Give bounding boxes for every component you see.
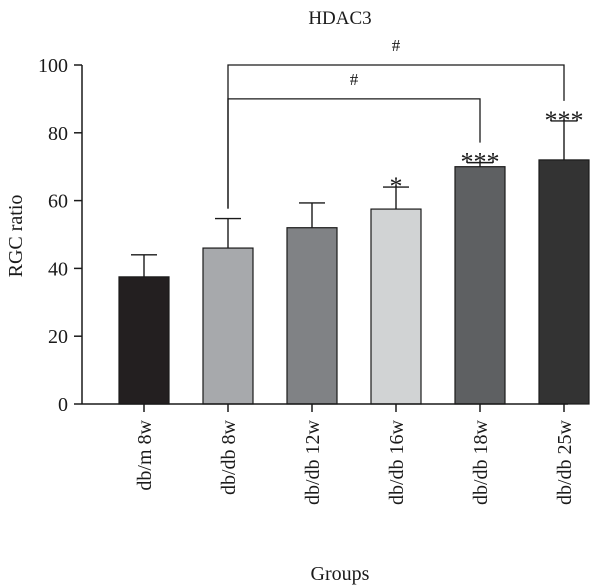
x-tick-label: db/db 25w [554, 419, 576, 505]
significance-label-4: * [390, 172, 403, 201]
x-axis-label: Groups [311, 563, 370, 585]
chart-title: HDAC3 [308, 8, 371, 29]
y-tick-label: 40 [48, 258, 68, 280]
bar-1 [118, 276, 170, 405]
x-tick-label: db/db 12w [302, 419, 324, 505]
bars [118, 159, 590, 405]
bar-2 [202, 247, 254, 405]
x-tick-label: db/db 16w [386, 419, 408, 505]
x-axis: db/m 8w db/db 8w db/db 12w db/db 16w db/db 1… [82, 403, 576, 505]
y-axis-label: RGC ratio [5, 195, 27, 278]
bracket-label-2: # [392, 36, 401, 55]
x-tick-label: db/m 8w [134, 419, 156, 490]
bar-6 [538, 159, 590, 405]
bar-annotations: ******* [390, 106, 584, 201]
bracket-label-1: # [350, 70, 359, 89]
x-tick-label: db/db 18w [470, 419, 492, 505]
y-tick-label: 20 [48, 326, 68, 348]
y-tick-label: 60 [48, 191, 68, 213]
y-axis: 0 20 40 60 80 100 [38, 55, 83, 416]
significance-label-6: *** [545, 106, 584, 135]
y-tick-label: 80 [48, 123, 68, 145]
bracket-2 [227, 64, 565, 209]
significance-brackets: ## [227, 36, 565, 209]
bar-3 [286, 227, 338, 405]
x-tick-label: db/db 8w [218, 419, 240, 495]
y-tick-label: 100 [38, 55, 68, 77]
y-tick-label: 0 [58, 394, 68, 416]
significance-label-5: *** [461, 148, 500, 177]
error-bars [131, 120, 577, 277]
bar-4 [370, 208, 422, 405]
bar-5 [454, 166, 506, 405]
bracket-1 [227, 98, 481, 209]
